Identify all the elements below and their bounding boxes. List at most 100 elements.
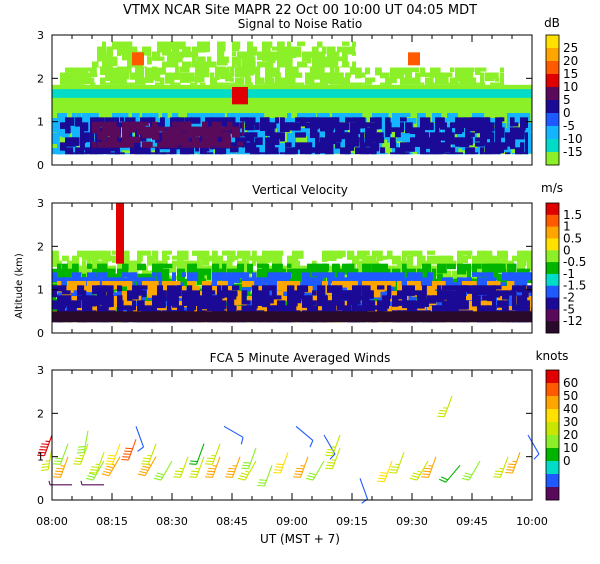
- snr-y-tick-label: 3: [37, 29, 44, 42]
- snr-field-cell: [470, 68, 475, 72]
- snr-field-cell: [435, 117, 445, 123]
- vv-field-cell: [222, 300, 227, 309]
- snr-field-cell: [195, 78, 200, 83]
- vv-field-cell: [367, 290, 374, 298]
- snr-field-cell: [222, 147, 227, 148]
- snr-field-cell: [355, 127, 360, 134]
- vv-scale-swatch: [546, 274, 559, 286]
- snr-field-cell: [425, 152, 430, 154]
- snr-field-cell: [505, 152, 510, 154]
- vv-field-cell: [137, 264, 146, 271]
- vv-title: Vertical Velocity: [252, 183, 348, 197]
- snr-field-cell: [402, 113, 410, 117]
- snr-field-cell: [205, 68, 209, 73]
- vv-field-cell: [52, 272, 57, 277]
- snr-field-cell: [180, 78, 191, 83]
- snr-field-cell: [162, 147, 168, 148]
- vv-field-cell: [472, 264, 482, 269]
- snr-field-cell: [352, 52, 356, 56]
- x-tick-label: 09:00: [276, 515, 308, 528]
- vv-field-cell: [132, 295, 139, 299]
- vv-field-cell: [62, 290, 71, 294]
- vv-field-cell: [87, 300, 93, 306]
- snr-field-cell: [142, 147, 150, 148]
- snr-scale-swatch: [546, 100, 559, 113]
- snr-field-cell: [232, 147, 239, 148]
- vv-field-cell: [512, 264, 517, 271]
- vv-field-cell: [187, 305, 196, 310]
- vv-field-cell: [142, 290, 147, 297]
- snr-field-cell: [395, 132, 401, 137]
- vv-y-tick-label: 3: [37, 197, 44, 210]
- vv-field-cell: [172, 281, 180, 285]
- snr-field-cell: [520, 132, 525, 137]
- snr-field-cell: [150, 152, 155, 154]
- snr-field-cell: [440, 147, 445, 154]
- snr-field-cell: [112, 127, 120, 137]
- snr-field-cell: [190, 83, 197, 85]
- snr-field-cell: [490, 122, 495, 131]
- vv-field-cell: [517, 261, 526, 267]
- snr-field-cell: [475, 117, 480, 122]
- snr-field-cell: [255, 68, 260, 79]
- snr-field-cell: [525, 122, 528, 128]
- vv-field-cell: [382, 305, 387, 311]
- snr-field-cell: [235, 83, 239, 85]
- x-tick-label: 10:00: [516, 515, 548, 528]
- snr-field-cell: [217, 67, 226, 68]
- vv-field-cell: [132, 300, 136, 310]
- snr-field-cell: [117, 52, 121, 57]
- snr-field-cell: [355, 83, 365, 85]
- vv-field-cell: [142, 285, 148, 289]
- snr-field-cell: [325, 152, 334, 154]
- snr-field-cell: [245, 122, 255, 130]
- snr-field-cell: [295, 73, 302, 78]
- snr-field-cell: [255, 122, 260, 130]
- snr-field-cell: [247, 62, 256, 66]
- snr-field-cell: [200, 83, 205, 85]
- snr-field-cell: [52, 123, 57, 133]
- snr-scale-swatch: [546, 61, 559, 74]
- snr-field-cell: [352, 67, 356, 68]
- vv-field-cell: [87, 264, 92, 269]
- wind-scale-label: 10: [563, 441, 578, 455]
- vv-field-cell: [302, 285, 308, 292]
- vv-scale-swatch: [546, 215, 559, 227]
- snr-field-cell: [240, 78, 244, 85]
- vv-field-cell: [202, 261, 209, 266]
- wind-title: FCA 5 Minute Averaged Winds: [210, 351, 391, 365]
- snr-field-cell: [105, 147, 111, 154]
- vv-field-cell: [512, 295, 517, 306]
- vv-field-cell: [312, 290, 317, 295]
- snr-scale-label: 5: [563, 93, 571, 107]
- snr-field-cell: [345, 152, 349, 154]
- wind-scale-swatch: [546, 409, 559, 422]
- vv-field-cell: [182, 300, 187, 306]
- snr-field-cell: [480, 83, 485, 85]
- vv-field-cell: [502, 295, 509, 299]
- snr-field-cell: [205, 152, 213, 154]
- snr-field-cell: [370, 78, 375, 83]
- vv-field-cell: [182, 251, 189, 261]
- snr-field-cell: [152, 67, 157, 68]
- snr-field-cell: [155, 68, 166, 75]
- snr-field-cell: [450, 122, 455, 128]
- x-tick-label: 09:45: [456, 515, 488, 528]
- snr-field-cell: [252, 52, 257, 56]
- vv-field-cell: [52, 311, 532, 322]
- snr-field-cell: [255, 152, 260, 154]
- vv-field-cell: [522, 285, 526, 291]
- snr-field-cell: [222, 57, 229, 63]
- vv-field-cell: [72, 272, 82, 278]
- snr-field-cell: [355, 73, 360, 79]
- vv-field-cell: [127, 290, 132, 300]
- vv-field-cell: [527, 272, 532, 280]
- wind-y-tick-label: 2: [37, 407, 44, 420]
- vv-field-cell: [107, 295, 114, 307]
- snr-field-cell: [130, 83, 135, 85]
- snr-units: dB: [544, 16, 560, 30]
- vv-field-cell: [82, 290, 86, 301]
- snr-field-cell: [162, 127, 167, 132]
- vv-field-cell: [162, 256, 170, 260]
